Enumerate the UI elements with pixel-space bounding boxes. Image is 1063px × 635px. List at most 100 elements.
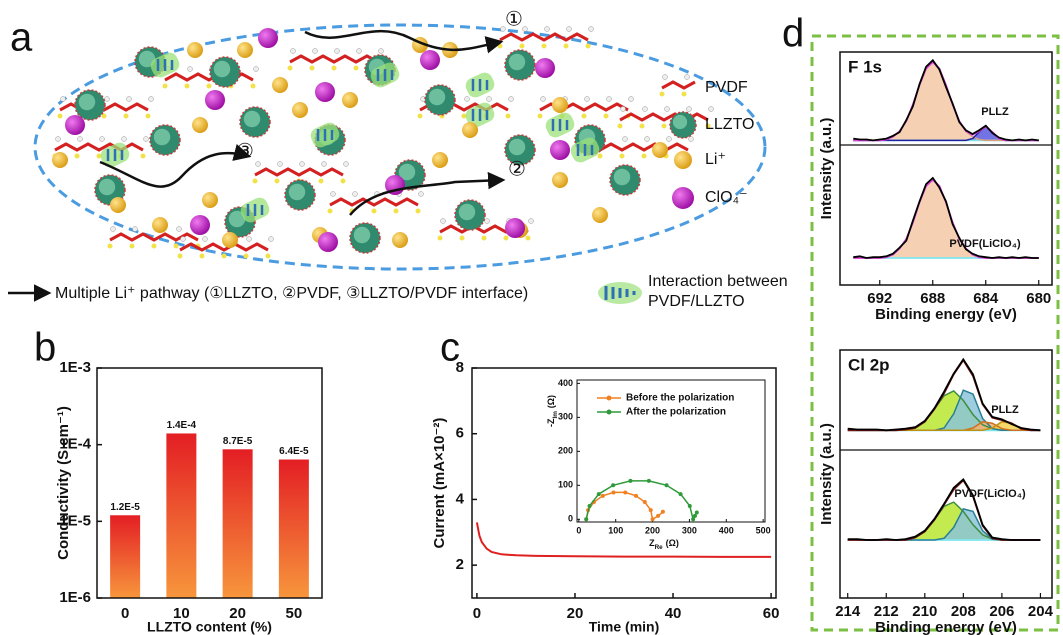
hydrogen-atom (331, 192, 336, 197)
fluorine-atom (618, 124, 623, 129)
hydrogen-atom (254, 67, 259, 72)
fluorine-atom (152, 244, 157, 249)
pvdf-chain (620, 114, 708, 120)
fluorine-atom (174, 244, 179, 249)
hydrogen-atom (665, 107, 670, 112)
llzto-core (429, 89, 446, 106)
clo4-ion (258, 28, 278, 48)
y-tick-label: 6 (456, 425, 464, 442)
y-axis-label: Intensity (a.u.) (818, 118, 835, 220)
clo4-ion (190, 215, 210, 235)
nyquist-point (688, 504, 692, 508)
fluorine-atom (244, 254, 249, 259)
fluorine-atom (108, 244, 113, 249)
nyquist-point (695, 510, 699, 514)
label-unit: (Ω) (546, 395, 556, 408)
diagram-particles (52, 27, 714, 259)
fluorine-atom (372, 209, 377, 214)
hydrogen-atom (379, 49, 384, 54)
fluorine-atom (130, 244, 135, 249)
y-tick-label: 4 (456, 490, 465, 507)
llzto-core (244, 111, 261, 128)
hydrogen-atom (256, 162, 261, 167)
y-tick-label: 400 (558, 378, 573, 388)
li-ion (552, 172, 568, 188)
li-ion (192, 117, 208, 133)
x-axis-label: ZRe(Ω) (649, 538, 679, 550)
hydrogen-atom (607, 97, 612, 102)
value-label: 8.7E-5 (223, 436, 253, 447)
label-sub: Im (552, 411, 559, 419)
hydrogen-atom (61, 97, 66, 102)
x-axis-label: LLZTO content (%) (147, 619, 272, 635)
bar (223, 449, 253, 598)
li-ion (392, 232, 408, 248)
pathway-caption: Multiple Li⁺ pathway (①LLZTO, ②PVDF, ③LL… (55, 285, 528, 302)
nyquist-point (649, 508, 653, 512)
hydrogen-atom (122, 137, 127, 142)
y-tick-label: 1E-6 (59, 589, 91, 606)
nyquist-point (665, 483, 669, 487)
hydrogen-atom (105, 97, 110, 102)
fluorine-atom (438, 236, 443, 241)
y-axis-label: Intensity (a.u.) (818, 423, 835, 525)
hydrogen-atom (188, 67, 193, 72)
fluorine-atom (526, 236, 531, 241)
x-tick-label: 60 (763, 605, 780, 622)
x-tick-label: 688 (920, 290, 945, 307)
hydrogen-atom (689, 137, 694, 142)
pathway-arrow (305, 31, 500, 50)
x-tick-label: 680 (1026, 290, 1051, 307)
hydrogen-atom (663, 75, 668, 80)
nyquist-point (693, 514, 697, 518)
llzto-core (214, 61, 231, 78)
hydrogen-atom (487, 97, 492, 102)
fluorine-atom (266, 254, 271, 259)
spectrum-label: PLLZ (991, 404, 1019, 416)
hydrogen-atom (623, 137, 628, 142)
hydrogen-atom (667, 137, 672, 142)
nyquist-point (691, 517, 695, 521)
hydrogen-atom (441, 219, 446, 224)
legend-swatch-dot (607, 396, 612, 401)
hydrogen-atom (313, 49, 318, 54)
li-ion (432, 152, 448, 168)
fluorine-atom (253, 179, 258, 184)
hydrogen-atom (643, 107, 648, 112)
x-tick-label: 100 (608, 525, 623, 535)
fluorine-atom (341, 179, 346, 184)
hydrogen-atom (687, 107, 692, 112)
bar (110, 515, 140, 598)
hydrogen-atom (300, 162, 305, 167)
nyquist-point (584, 517, 588, 521)
bar (166, 433, 196, 598)
fluorine-atom (604, 114, 609, 119)
fluorine-atom (620, 154, 625, 159)
clo4-ion (420, 50, 440, 70)
hydrogen-atom (589, 27, 594, 32)
nyquist-point (656, 514, 660, 518)
fluorine-atom (520, 44, 525, 49)
hydrogen-atom (269, 237, 274, 242)
interaction-icon (598, 282, 642, 304)
llzto-core (673, 115, 687, 129)
x-axis-label: Binding energy (eV) (875, 619, 1017, 635)
y-axis-label: Current (mA×10⁻²) (431, 418, 448, 549)
li-ion (462, 122, 478, 138)
hydrogen-atom (523, 27, 528, 32)
clo4-ion (315, 82, 335, 102)
fluorine-atom (251, 84, 256, 89)
x-tick-label: 206 (989, 603, 1014, 620)
clo4-ion (205, 90, 225, 110)
hydrogen-atom (335, 49, 340, 54)
llzto-core (354, 227, 371, 244)
llzto-core (459, 204, 476, 221)
fluorine-atom (538, 114, 543, 119)
label-unit: (Ω) (666, 538, 679, 548)
li-ion (272, 77, 288, 93)
fluorine-atom (141, 154, 146, 159)
hydrogen-atom (685, 75, 690, 80)
spectrum-label: PVDF(LiClO₄) (949, 238, 1021, 250)
li-ion (110, 197, 126, 213)
hydrogen-atom (247, 237, 252, 242)
